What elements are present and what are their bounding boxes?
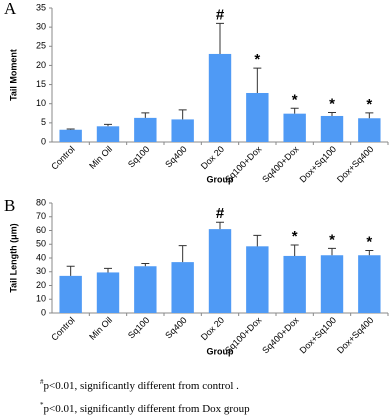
- x-tick-label: Sq100+Dox: [223, 144, 264, 185]
- error-bar: [328, 112, 336, 116]
- significance-marker: *: [292, 91, 298, 108]
- panel-label: A: [4, 0, 17, 18]
- y-tick-label: 15: [36, 79, 46, 89]
- bar: [283, 255, 306, 313]
- significance-marker: *: [254, 51, 260, 68]
- x-tick-label: Min Oil: [87, 315, 114, 342]
- x-tick-label: Dox 20: [199, 144, 226, 171]
- x-tick-label: Dox+Sq100: [298, 144, 339, 185]
- x-axis-title: Group: [207, 346, 234, 356]
- y-tick-label: 10: [36, 98, 46, 108]
- x-tick-label: Sq400+Dox: [260, 144, 301, 185]
- significance-marker: *: [366, 233, 372, 250]
- error-bar: [216, 22, 224, 54]
- x-tick-label: Dox 20: [199, 315, 226, 342]
- error-bar: [104, 123, 112, 127]
- error-bar: [216, 221, 224, 230]
- bar: [358, 255, 381, 313]
- y-tick-label: 10: [36, 294, 46, 304]
- error-bar: [253, 67, 262, 93]
- x-tick-label: Sq400: [163, 315, 188, 340]
- x-tick-label: Sq100: [126, 144, 151, 169]
- y-tick-label: 0: [41, 307, 46, 317]
- significance-marker: #: [216, 205, 225, 222]
- error-bar: [66, 265, 75, 276]
- bar: [208, 53, 232, 142]
- bar: [246, 92, 269, 142]
- significance-marker: *: [329, 95, 335, 112]
- footnote-text: p<0.01, significantly different from Dox…: [44, 403, 251, 415]
- error-bar: [178, 109, 187, 120]
- y-tick-label: 30: [36, 266, 46, 276]
- footnote-symbol: *: [40, 401, 44, 409]
- bar: [171, 119, 194, 142]
- x-tick-label: Min Oil: [87, 144, 114, 171]
- error-bar: [365, 112, 374, 119]
- significance-marker: #: [216, 6, 225, 23]
- footnote-symbol: #: [40, 378, 44, 386]
- bar: [320, 115, 344, 142]
- bar: [208, 229, 232, 313]
- error-bar: [290, 244, 299, 256]
- y-tick-label: 30: [36, 22, 46, 32]
- x-tick-label: Sq400: [163, 144, 188, 169]
- x-tick-label: Dox+Sq400: [335, 315, 376, 356]
- error-bar: [290, 107, 299, 114]
- footnote: #p<0.01, significantly different from co…: [40, 378, 239, 392]
- x-tick-label: Control: [49, 315, 77, 343]
- y-axis-title: Tail Moment: [8, 49, 18, 101]
- error-bar: [178, 245, 187, 263]
- x-tick-label: Dox+Sq400: [335, 144, 376, 185]
- bar: [59, 275, 82, 313]
- y-tick-label: 40: [36, 252, 46, 262]
- x-tick-label: Sq100: [126, 315, 151, 340]
- error-bar: [253, 234, 262, 247]
- footnote-text: p<0.01, significantly different from con…: [44, 380, 240, 392]
- x-axis-title: Group: [207, 174, 234, 184]
- bar: [134, 266, 157, 313]
- error-bar: [328, 247, 336, 256]
- y-axis-title: Tail Length (μm): [8, 223, 18, 292]
- x-tick-label: Sq400+Dox: [260, 315, 301, 356]
- x-tick-label: Control: [49, 144, 77, 172]
- y-tick-label: 70: [36, 211, 46, 221]
- bar: [246, 246, 269, 313]
- y-tick-label: 50: [36, 239, 46, 249]
- y-tick-label: 20: [36, 280, 46, 290]
- bar: [358, 118, 381, 142]
- significance-marker: *: [366, 96, 372, 113]
- y-tick-label: 35: [36, 2, 46, 12]
- y-tick-label: 80: [36, 197, 46, 207]
- significance-marker: *: [329, 231, 335, 248]
- bar: [134, 117, 157, 142]
- y-tick-label: 25: [36, 41, 46, 51]
- panel-label: B: [4, 196, 15, 215]
- error-bar: [141, 112, 150, 118]
- bar: [320, 255, 344, 313]
- bar: [96, 272, 120, 313]
- y-tick-label: 20: [36, 60, 46, 70]
- footnote: *p<0.01, significantly different from Do…: [40, 401, 250, 415]
- y-tick-label: 5: [41, 117, 46, 127]
- bar: [59, 129, 82, 142]
- x-tick-label: Dox+Sq100: [298, 315, 339, 356]
- bar: [171, 262, 194, 313]
- error-bar: [66, 128, 75, 130]
- bar: [96, 126, 120, 142]
- x-tick-label: Sq100+Dox: [223, 315, 264, 356]
- y-tick-label: 0: [41, 136, 46, 146]
- error-bar: [141, 263, 150, 267]
- bar: [283, 113, 306, 142]
- error-bar: [365, 249, 374, 256]
- y-tick-label: 60: [36, 225, 46, 235]
- error-bar: [104, 267, 112, 273]
- significance-marker: *: [292, 228, 298, 245]
